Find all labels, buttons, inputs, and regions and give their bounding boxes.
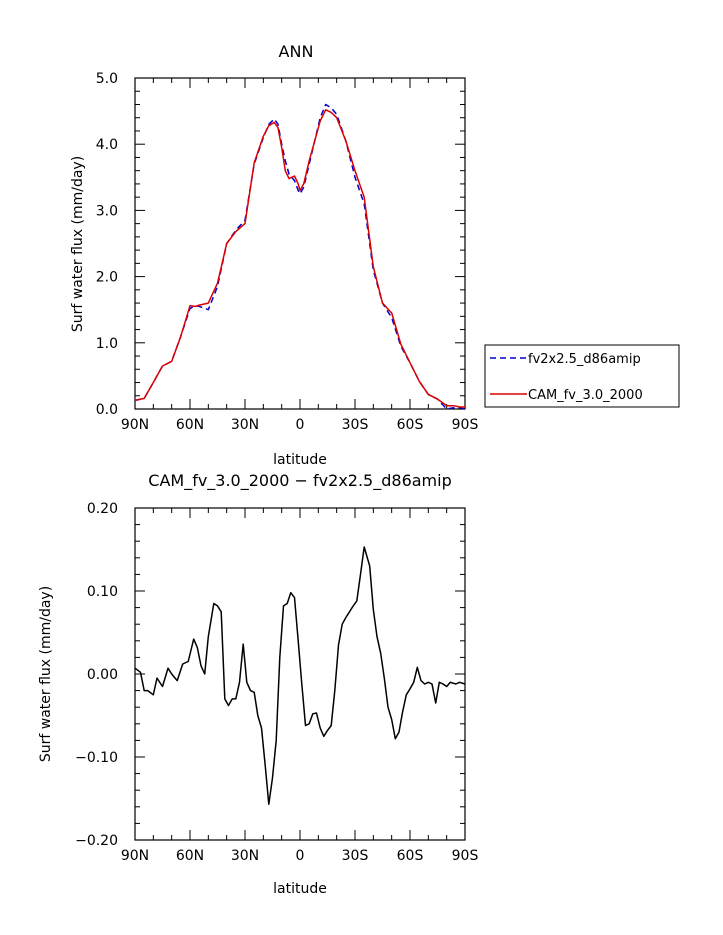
y-tick-label: −0.20: [75, 833, 118, 849]
y-tick-label: 2.0: [96, 270, 118, 286]
x-tick-label: 90S: [452, 417, 479, 433]
legend-box: [484, 344, 680, 408]
top-axis-ticks: 90N 60N 30N 0 30S 60S 90S 0.0 1.0 2.0 3.0 4.0 5.0: [96, 71, 479, 433]
bottom-panel-difference: CAM_fv_3.0_2000 − fv2x2.5_d86amip 90N 60N…: [38, 471, 478, 897]
x-tick-label: 60S: [397, 417, 424, 433]
x-tick-label: 60N: [176, 417, 204, 433]
top-y-axis-label: Surf water flux (mm/day): [70, 156, 86, 332]
series-line-fv2x2-5-d86amip: [134, 103, 466, 410]
bottom-y-axis-label: Surf water flux (mm/day): [38, 586, 54, 762]
top-chart-title: ANN: [279, 42, 314, 61]
top-series-lines: [134, 103, 466, 410]
legend-label-fv2x2-5-d86amip: fv2x2.5_d86amip: [528, 352, 641, 367]
y-tick-label: 5.0: [96, 71, 118, 87]
x-tick-label: 60N: [176, 848, 204, 864]
x-tick-label: 30S: [342, 417, 369, 433]
y-tick-label: 0.20: [87, 501, 118, 517]
series-line-difference: [134, 546, 466, 806]
legend-label-cam-fv-3-0-2000: CAM_fv_3.0_2000: [528, 388, 643, 403]
top-x-axis-label: latitude: [273, 452, 327, 468]
y-tick-label: 0.00: [87, 667, 118, 683]
y-tick-label: 0.0: [96, 402, 118, 418]
bottom-x-axis-label: latitude: [273, 881, 327, 897]
legend: fv2x2.5_d86amip CAM_fv_3.0_2000: [484, 344, 680, 408]
x-tick-label: 90S: [452, 848, 479, 864]
y-tick-label: 1.0: [96, 336, 118, 352]
x-tick-label: 30N: [231, 417, 259, 433]
x-tick-label: 60S: [397, 848, 424, 864]
y-tick-label: −0.10: [75, 750, 118, 766]
x-tick-label: 30N: [231, 848, 259, 864]
bottom-chart-title: CAM_fv_3.0_2000 − fv2x2.5_d86amip: [148, 471, 451, 491]
x-tick-label: 30S: [342, 848, 369, 864]
bottom-axis-ticks: 90N 60N 30N 0 30S 60S 90S −0.20 −0.10 0.00 0.10 0.2…: [75, 501, 478, 864]
top-plot-frame: [134, 77, 466, 410]
x-tick-label: 0: [296, 848, 305, 864]
x-tick-label: 90N: [121, 848, 149, 864]
bottom-series-lines: [134, 546, 466, 806]
y-tick-label: 4.0: [96, 137, 118, 153]
x-tick-label: 0: [296, 417, 305, 433]
x-tick-label: 90N: [121, 417, 149, 433]
series-line-cam-fv-3-0-2000: [134, 109, 465, 408]
top-panel-annual-mean: ANN 90N 60N 30N 0 30S 60S 90S 0.0 1.0 2.0 3.0 4.0 5.…: [70, 42, 478, 468]
y-tick-label: 3.0: [96, 203, 118, 219]
y-tick-label: 0.10: [87, 584, 118, 600]
